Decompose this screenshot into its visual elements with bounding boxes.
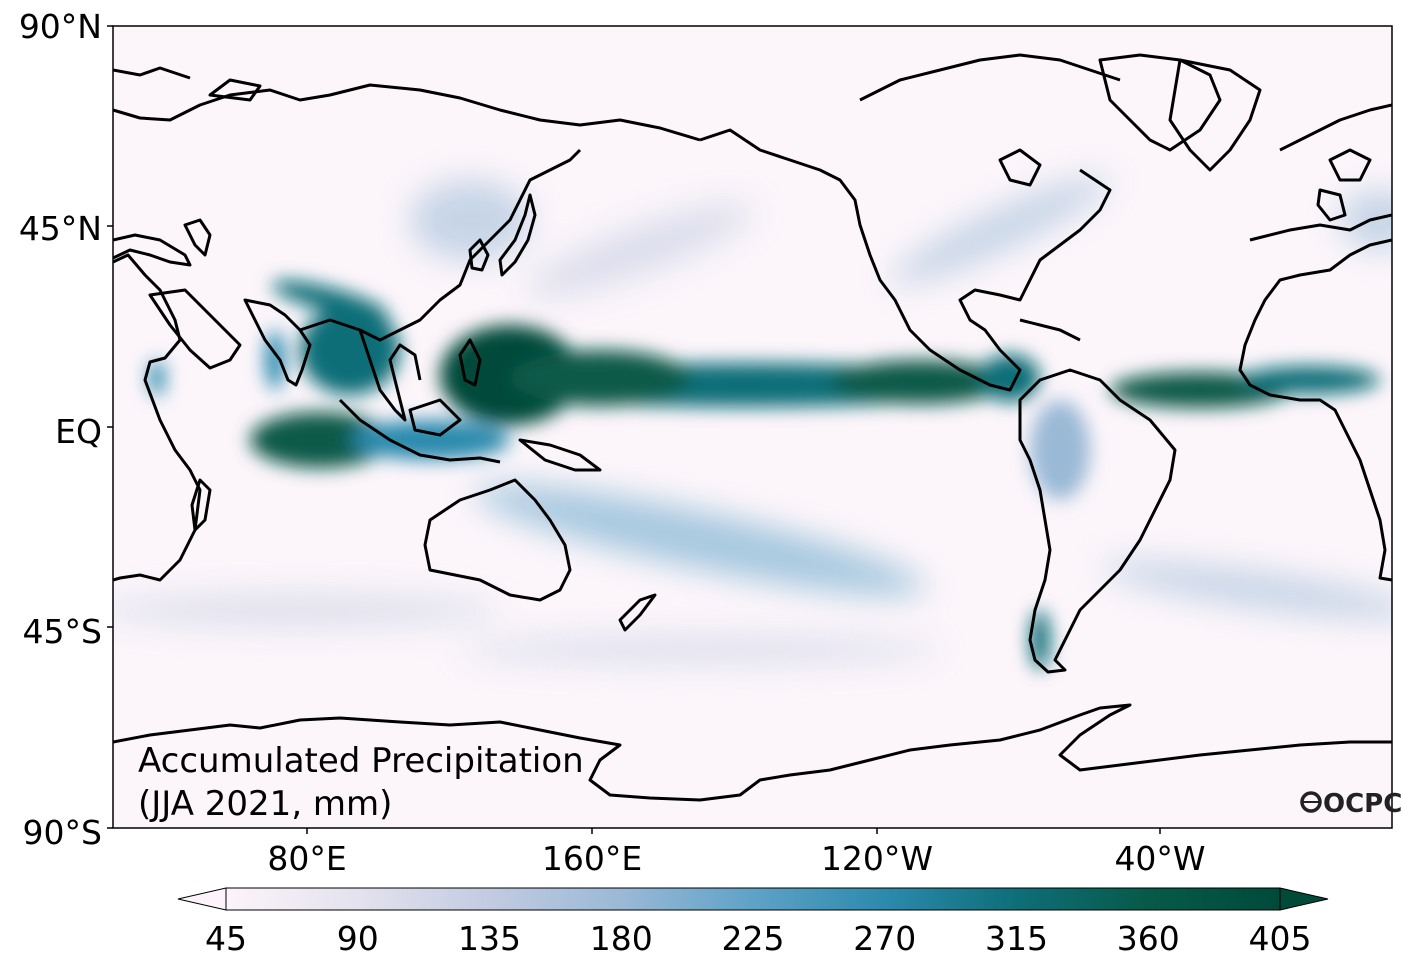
colorbar-tick-label: 405 [1249, 919, 1312, 958]
lon-axis: 80°E 160°E 120°W 40°W [267, 828, 1206, 878]
colorbar-tick-label: 180 [590, 919, 653, 958]
ocpc-logo: OCPC [1300, 789, 1402, 819]
colorbar: 45 90 135 180 225 270 315 360 405 [177, 887, 1329, 958]
lon-label-120w: 120°W [821, 839, 933, 878]
lat-label-90n: 90°N [19, 7, 102, 46]
colorbar-extend-left [177, 887, 227, 911]
lon-label-40w: 40°W [1114, 839, 1205, 878]
map-title-line2: (JJA 2021, mm) [138, 784, 392, 824]
colorbar-tick-label: 90 [337, 919, 379, 958]
colorbar-extend-right [1279, 887, 1329, 911]
colorbar-body [225, 887, 1281, 911]
precipitation-field [113, 176, 1392, 670]
lat-label-eq: EQ [55, 412, 102, 451]
colorbar-tick-label: 315 [985, 919, 1048, 958]
lat-label-45n: 45°N [19, 209, 102, 248]
colorbar-tick-label: 225 [722, 919, 785, 958]
lat-axis: 90°N 45°N EQ 45°S 90°S [19, 7, 113, 852]
coastlines [113, 53, 1392, 802]
logo-text: OCPC [1323, 789, 1402, 819]
map-title-line1: Accumulated Precipitation [138, 741, 584, 781]
colorbar-tick-label: 135 [458, 919, 521, 958]
colorbar-tick-label: 360 [1117, 919, 1180, 958]
colorbar-tick-label: 270 [853, 919, 916, 958]
lon-label-80e: 80°E [267, 839, 346, 878]
colorbar-tick-label: 45 [205, 919, 247, 958]
lon-label-160e: 160°E [542, 839, 642, 878]
lat-label-90s: 90°S [23, 813, 102, 852]
lat-label-45s: 45°S [23, 612, 102, 651]
